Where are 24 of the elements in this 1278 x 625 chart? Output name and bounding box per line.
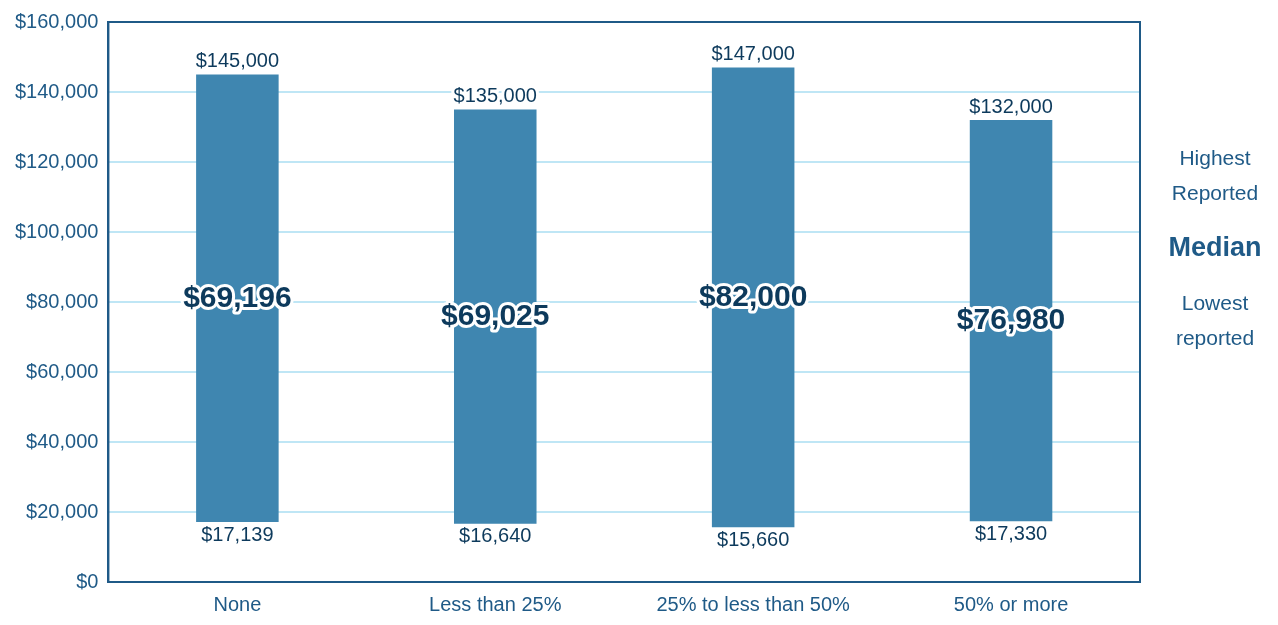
- y-tick-label: $160,000: [15, 9, 99, 32]
- annotation: $147,000: [711, 42, 795, 65]
- y-tick-label: $120,000: [15, 149, 99, 172]
- annotation: $135,000: [453, 84, 537, 107]
- y-tick-label: $80,000: [26, 289, 99, 312]
- annotation: $17,330: [974, 521, 1048, 544]
- annotation: $15,660: [717, 527, 790, 550]
- x-tick-label: 50% or more: [953, 592, 1069, 615]
- y-tick-label: $40,000: [26, 429, 99, 452]
- annotation: $16,640: [459, 524, 532, 547]
- y-tick-label: $60,000: [26, 359, 99, 382]
- annotation: $17,139: [201, 522, 274, 545]
- text: Median: [1167, 231, 1263, 264]
- x-tick-label: None: [213, 592, 262, 615]
- annotation: $132,000: [969, 94, 1053, 117]
- x-tick-label: Less than 25%: [429, 592, 562, 615]
- x-tick-label: 25% to less than 50%: [656, 592, 851, 615]
- y-tick-label: $140,000: [15, 79, 99, 102]
- text: Lowest reported: [1174, 290, 1256, 351]
- y-tick-label: $100,000: [15, 219, 99, 242]
- text: Highest Reported: [1170, 145, 1260, 206]
- y-tick-label: $0: [76, 569, 99, 592]
- annotation: $145,000: [195, 49, 280, 72]
- y-tick-label: $20,000: [26, 499, 99, 522]
